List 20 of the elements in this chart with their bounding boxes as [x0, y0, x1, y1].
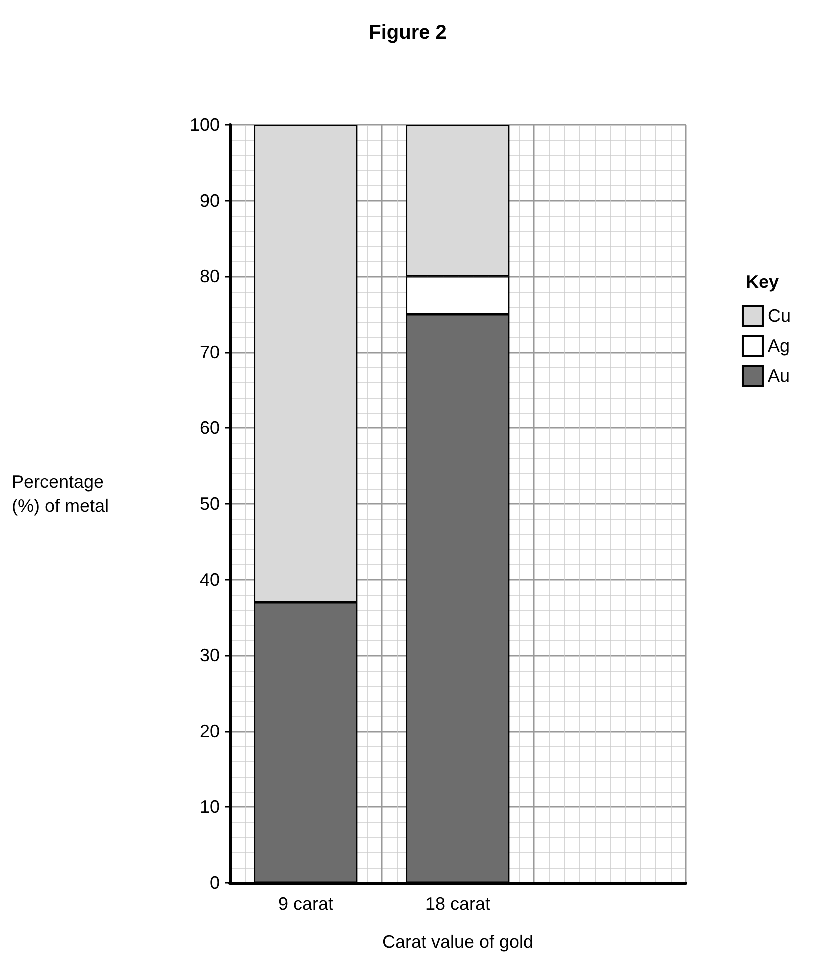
y-axis-title: Percentage (%) of metal	[12, 472, 110, 516]
legend-title: Key	[746, 272, 780, 292]
legend-label: Au	[768, 366, 790, 386]
x-axis-title: Carat value of gold	[382, 932, 534, 952]
x-tick-label: 9 carat	[278, 894, 334, 914]
legend-label: Cu	[768, 306, 792, 326]
y-tick-label: 50	[200, 494, 220, 514]
y-tick-label: 60	[200, 418, 220, 438]
y-tick-label: 80	[200, 266, 220, 287]
x-tick-label: 18 carat	[425, 894, 491, 914]
y-tick-label: 90	[200, 190, 220, 211]
y-tick-label: 30	[200, 646, 220, 666]
y-tick-label: 0	[210, 873, 220, 893]
y-tick-label: 20	[200, 721, 220, 742]
legend-label: Ag	[768, 336, 790, 356]
y-tick-label: 10	[200, 797, 220, 818]
y-tick-label: 70	[200, 342, 220, 362]
y-tick-label: 100	[190, 115, 220, 135]
y-tick-label: 40	[200, 570, 220, 590]
chart-title: Figure 2	[369, 22, 447, 44]
